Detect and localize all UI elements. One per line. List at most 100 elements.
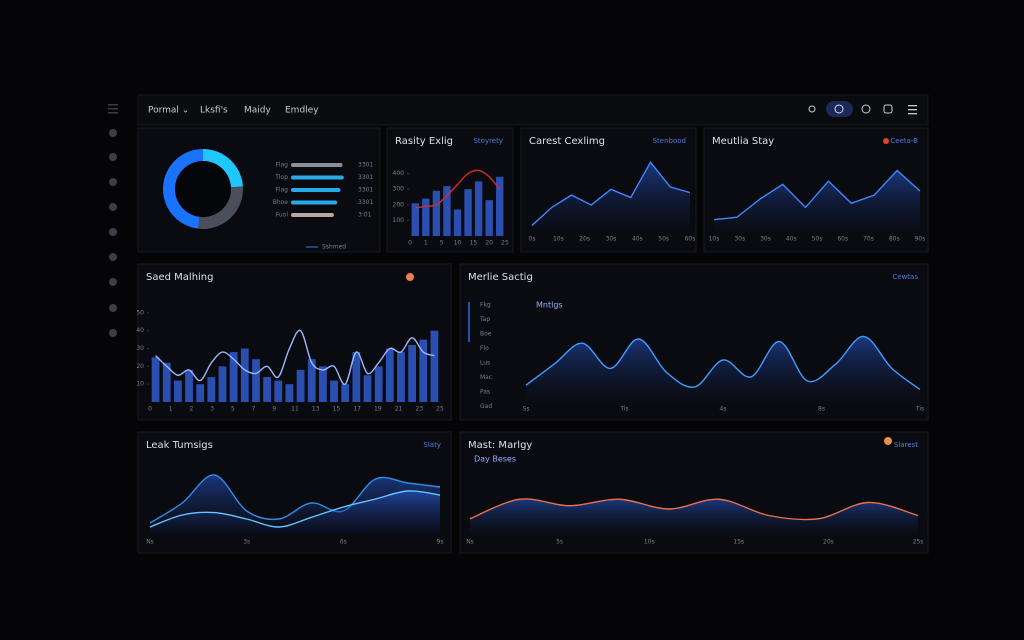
x-tick-label: 90s (915, 236, 926, 243)
x-tick-label: 30s (760, 236, 771, 243)
x-tick-label: 8s (818, 406, 825, 413)
x-tick-label: 7 (252, 406, 256, 413)
x-tick-label: Tis (915, 406, 924, 413)
x-tick-label: 21 (395, 406, 403, 413)
x-tick-label: 40s (786, 236, 797, 243)
x-tick-label: 3 (210, 406, 214, 413)
list-item[interactable]: Mac (480, 374, 492, 381)
hbar (291, 200, 338, 205)
x-tick-label: 9s (437, 539, 444, 546)
donut-slice (162, 149, 203, 229)
panel-title: Saed Malhing (146, 272, 214, 283)
line (469, 498, 919, 521)
x-tick-label: 11 (291, 406, 299, 413)
panel-tag[interactable]: Ceeta-B (890, 137, 918, 145)
bar (240, 348, 249, 402)
panel-title: Meutlia Stay (712, 136, 774, 147)
x-tick-label: 25s (913, 539, 924, 546)
x-tick-label: 0 (408, 240, 412, 247)
x-tick-label: 10 (454, 240, 462, 247)
bar (318, 366, 327, 402)
line (713, 169, 921, 221)
bar-label: Flag (275, 162, 288, 169)
hbar (291, 213, 334, 217)
x-tick-label: 30s (606, 236, 617, 243)
y-tick-label: 200 (393, 201, 405, 208)
bar (330, 380, 338, 402)
panel-title: Rasity Exlig (395, 136, 453, 147)
line (531, 161, 691, 226)
x-tick-label: 5 (231, 406, 235, 413)
list-item[interactable]: Gad (480, 403, 492, 410)
y-tick-label: 10 (136, 381, 144, 388)
panel-tag[interactable]: Cewtas (892, 273, 918, 281)
x-tick-label: 15s (733, 539, 744, 546)
y-tick-label: 50 (136, 309, 144, 316)
panel-tag[interactable]: Slarest (894, 441, 918, 449)
bar (496, 176, 504, 236)
line (149, 490, 441, 528)
panel-subtitle: Day Beses (474, 455, 516, 464)
list-item[interactable]: Fkg (480, 302, 491, 309)
panel-tag[interactable]: Slaty (423, 441, 441, 449)
x-tick-label: 10s (709, 236, 720, 243)
bar (263, 377, 272, 402)
x-tick-label: 20 (485, 240, 493, 247)
x-tick-label: Ns (466, 539, 474, 546)
bar (196, 384, 205, 402)
y-tick-label: 300 (393, 186, 405, 193)
bar (432, 190, 441, 236)
y-tick-label: 30 (136, 345, 144, 352)
bar (207, 377, 216, 402)
bar (422, 198, 430, 236)
list-item[interactable]: Boe (480, 331, 492, 338)
sidebar (108, 104, 118, 337)
hbar (291, 163, 343, 167)
panel-tag[interactable]: Stenbood (653, 137, 686, 145)
area (526, 336, 920, 402)
bar (151, 357, 160, 402)
bar-value: 3301 (358, 187, 373, 194)
bar (430, 330, 439, 402)
x-tick-label: 20s (823, 539, 834, 546)
status-dot (406, 273, 414, 281)
bar-label: Fuol (276, 212, 289, 219)
panel-tag[interactable]: Stoyrety (473, 137, 503, 145)
tag-dot (883, 138, 889, 144)
x-tick-label: 15 (333, 406, 341, 413)
bar (443, 186, 451, 236)
y-tick-label: 400 (393, 170, 405, 177)
list-item[interactable]: Lus (480, 360, 490, 367)
nav-item[interactable]: Maidy (244, 106, 271, 116)
x-tick-label: 80s (889, 236, 900, 243)
x-tick-label: 1 (424, 240, 428, 247)
bar (252, 359, 260, 402)
x-tick-label: 10s (644, 539, 655, 546)
bar (185, 369, 193, 402)
nav-item[interactable]: Pormal ⌄ (148, 106, 189, 116)
nav-item[interactable]: Emdley (285, 106, 319, 116)
y-tick-label: 100 (393, 217, 405, 224)
line (155, 329, 435, 385)
x-tick-label: 30s (734, 236, 745, 243)
line (525, 335, 921, 390)
bar-value: 3:01 (358, 212, 372, 219)
list-item[interactable]: Flo (480, 345, 489, 352)
x-tick-label: 40s (632, 236, 643, 243)
x-tick-label: 19 (374, 406, 382, 413)
bar (341, 384, 350, 402)
donut-slice (203, 149, 243, 188)
x-tick-label: Ss (523, 406, 530, 413)
x-tick-label: 50s (658, 236, 669, 243)
area (470, 498, 918, 535)
top-bar (137, 94, 929, 126)
bar (453, 209, 462, 236)
top-icons[interactable] (808, 101, 917, 117)
x-tick-label: 60s (685, 236, 696, 243)
nav-item[interactable]: Lksfi's (200, 106, 228, 116)
list-item[interactable]: Tap (479, 316, 490, 323)
area (532, 162, 690, 232)
list-item[interactable]: Pas (480, 389, 490, 396)
x-tick-label: 17 (353, 406, 361, 413)
bar (274, 380, 283, 402)
